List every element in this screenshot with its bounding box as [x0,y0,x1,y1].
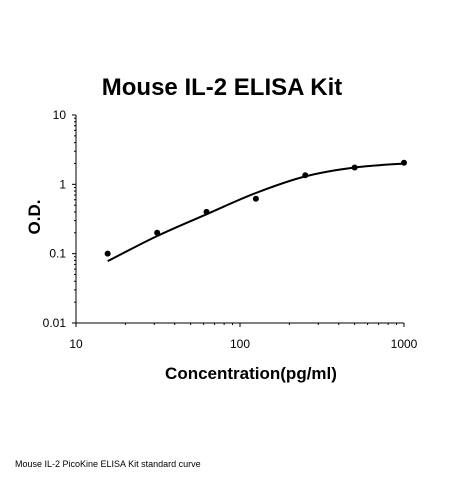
figure-caption: Mouse IL-2 PicoKine ELISA Kit standard c… [15,459,201,469]
x-tick-label: 10 [69,337,83,351]
tick-marks [72,114,405,327]
data-point [203,208,210,215]
fit-curve-line [107,162,405,262]
data-point [252,195,259,202]
axes [75,115,404,324]
data-point [104,250,111,257]
x-axis-label: Concentration(pg/ml) [165,364,337,383]
y-tick-label: 10 [53,108,67,122]
data-points [104,159,407,257]
data-point [351,164,358,171]
y-tick-label: 0.1 [49,247,66,261]
x-tick-label: 100 [230,337,250,351]
x-tick-label: 1000 [391,337,418,351]
data-point [154,229,161,236]
y-tick-label: 1 [59,177,66,191]
data-point [401,159,407,166]
fit-curve [107,162,405,262]
tick-labels: 0.01 0.1 1 10 10 100 1000 [43,108,418,351]
data-point [302,172,309,179]
y-tick-label: 0.01 [43,316,67,330]
chart-title: Mouse IL-2 ELISA Kit [102,74,342,101]
y-axis-label: O.D. [25,200,44,235]
